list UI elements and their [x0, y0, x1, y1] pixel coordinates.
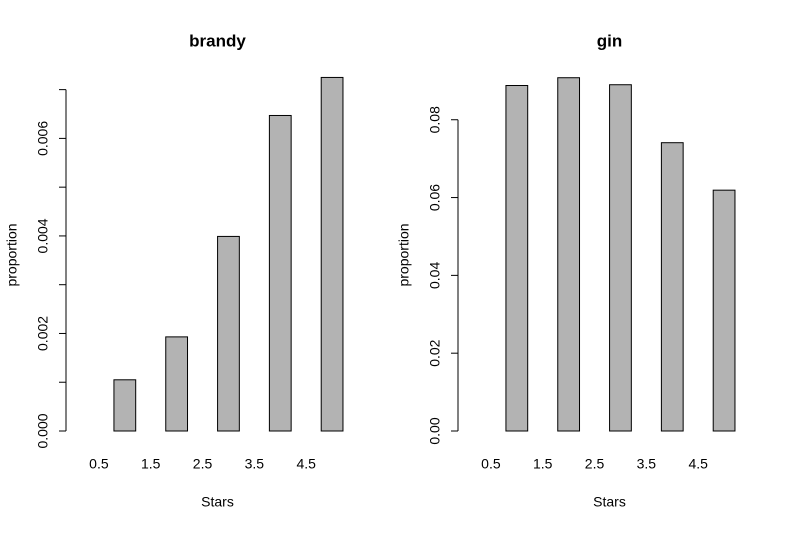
y-tick-label: 0.02 — [427, 339, 443, 366]
bar — [609, 84, 632, 432]
bar — [268, 114, 292, 432]
x-axis-label: Stars — [593, 494, 626, 510]
x-tick-label: 2.5 — [193, 456, 213, 472]
x-axis-label: Stars — [201, 494, 234, 510]
y-tick-label: 0.06 — [427, 184, 443, 211]
y-tick-label: 0.004 — [35, 218, 51, 253]
bar — [165, 336, 189, 432]
y-axis-label: proportion — [396, 223, 412, 286]
bar — [557, 77, 581, 432]
x-tick-label: 3.5 — [245, 456, 265, 472]
bar — [712, 189, 736, 432]
bar — [217, 235, 240, 432]
bar — [320, 76, 344, 432]
y-tick-label: 0.08 — [427, 106, 443, 133]
bar — [660, 142, 684, 432]
x-tick-label: 4.5 — [688, 456, 708, 472]
y-tick-label: 0.006 — [35, 121, 51, 156]
x-tick-label: 2.5 — [585, 456, 605, 472]
y-tick-label: 0.04 — [427, 262, 443, 289]
chart-title: gin — [597, 31, 623, 50]
y-tick-label: 0.002 — [35, 316, 51, 351]
bar — [505, 85, 529, 432]
x-tick-label: 0.5 — [481, 456, 501, 472]
x-tick-label: 1.5 — [533, 456, 553, 472]
x-tick-label: 3.5 — [637, 456, 657, 472]
x-tick-label: 0.5 — [89, 456, 109, 472]
bar — [113, 379, 137, 432]
chart-title: brandy — [189, 31, 246, 50]
x-tick-label: 1.5 — [141, 456, 161, 472]
y-axis-label: proportion — [4, 223, 20, 286]
y-tick-label: 0.000 — [35, 413, 51, 448]
x-tick-label: 4.5 — [296, 456, 316, 472]
y-tick-label: 0.00 — [427, 417, 443, 444]
